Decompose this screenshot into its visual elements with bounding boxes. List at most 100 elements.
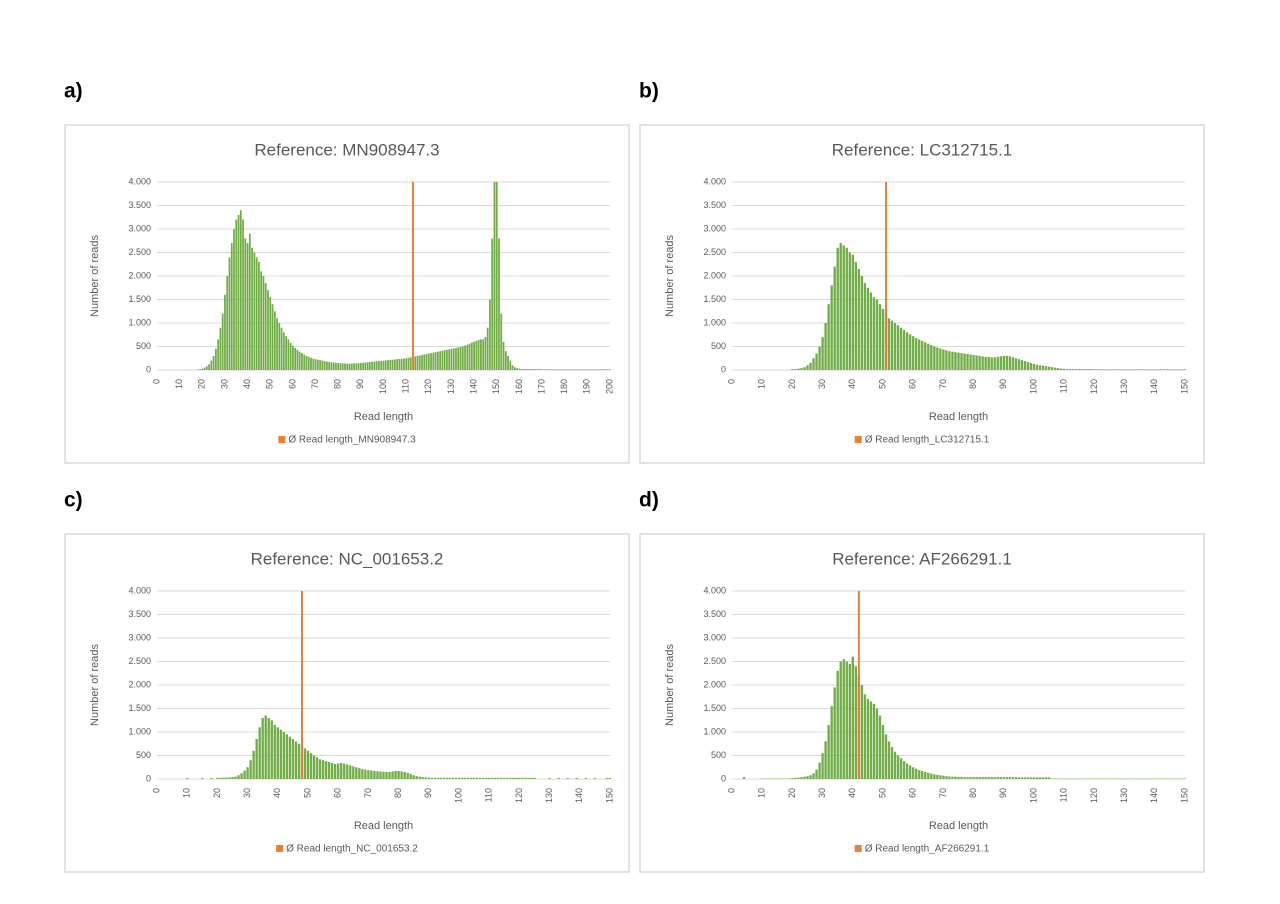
legend: Ø Read length_MN908947.3: [278, 435, 416, 446]
bar: [572, 369, 575, 370]
bar: [452, 348, 455, 370]
bar: [396, 359, 398, 370]
bar: [252, 750, 255, 779]
bar: [303, 354, 306, 370]
x-tick-label: 40: [847, 788, 857, 798]
bar: [421, 354, 423, 370]
bar: [878, 715, 882, 779]
y-tick-label: 2.000: [703, 679, 726, 689]
bar: [276, 727, 279, 779]
bar: [602, 369, 605, 370]
bar: [557, 778, 560, 779]
bar: [893, 751, 897, 779]
bar: [954, 352, 957, 370]
bar: [1005, 355, 1008, 370]
x-tick-label: 40: [272, 788, 282, 798]
y-tick-label: 500: [136, 341, 151, 351]
bar: [902, 761, 906, 779]
bar: [321, 760, 325, 779]
mean-line: [885, 182, 888, 370]
bar: [425, 354, 428, 370]
bar: [605, 778, 609, 779]
bar: [1050, 367, 1054, 370]
bar: [999, 777, 1002, 779]
bar: [945, 776, 948, 779]
bar: [515, 777, 518, 779]
bar: [824, 741, 827, 779]
bar: [1078, 369, 1081, 370]
bar: [1123, 369, 1126, 370]
bar: [1177, 369, 1181, 370]
bar: [806, 365, 809, 370]
x-tick-label: 120: [423, 379, 433, 394]
bar: [414, 356, 417, 370]
x-tick-label: 160: [514, 379, 524, 394]
bar: [1093, 369, 1096, 370]
x-tick-label: 10: [182, 788, 192, 798]
bar: [960, 776, 963, 779]
bar: [409, 773, 412, 779]
bar: [239, 210, 242, 370]
x-tick-label: 10: [757, 788, 767, 798]
x-tick-label: 100: [378, 379, 388, 394]
bar: [378, 361, 380, 370]
x-tick-label: 60: [287, 379, 297, 389]
bar: [1011, 357, 1015, 370]
bar: [260, 271, 263, 370]
bar: [830, 706, 833, 779]
bar: [1044, 366, 1048, 370]
x-tick-label: 30: [817, 788, 827, 798]
bar: [1032, 363, 1036, 370]
bar: [248, 233, 251, 370]
x-tick-label: 40: [847, 379, 857, 389]
bar: [205, 366, 208, 370]
bar: [942, 775, 945, 779]
bar: [210, 360, 213, 370]
bar: [541, 369, 543, 370]
bar: [593, 369, 596, 370]
bar: [987, 777, 990, 779]
bar: [963, 777, 966, 779]
bar: [489, 299, 491, 370]
bar: [321, 360, 324, 370]
bar: [534, 369, 537, 370]
bar: [848, 252, 851, 370]
bar: [355, 363, 358, 370]
y-tick-label: 1.000: [128, 726, 151, 736]
bar: [586, 369, 589, 370]
bar: [294, 741, 298, 779]
bar: [933, 346, 936, 370]
bar: [455, 347, 457, 370]
bar: [1066, 369, 1069, 370]
bar: [369, 362, 371, 370]
bar: [800, 368, 803, 370]
x-tick-label: 70: [310, 379, 320, 389]
bar: [1014, 358, 1018, 370]
bar: [457, 777, 461, 779]
x-tick-label: 50: [265, 379, 275, 389]
bar: [1114, 369, 1117, 370]
bar: [228, 257, 231, 370]
bar: [330, 763, 334, 779]
bar: [815, 769, 818, 779]
bar: [273, 311, 276, 370]
x-tick-label: 50: [302, 788, 312, 798]
bar: [324, 761, 328, 779]
bar: [315, 757, 319, 779]
bar: [912, 336, 915, 370]
y-tick-label: 3.000: [128, 632, 151, 642]
bar: [872, 297, 876, 370]
bar: [547, 369, 550, 370]
y-tick-label: 2.000: [128, 679, 151, 689]
bar: [442, 777, 446, 779]
bar: [1165, 369, 1169, 370]
bar: [579, 369, 582, 370]
bar: [842, 659, 845, 779]
bar: [1029, 362, 1033, 370]
bar: [285, 336, 287, 370]
bar: [969, 777, 972, 779]
bar: [1108, 369, 1111, 370]
bar: [282, 732, 286, 779]
bar: [450, 348, 453, 370]
bar: [1032, 777, 1036, 779]
